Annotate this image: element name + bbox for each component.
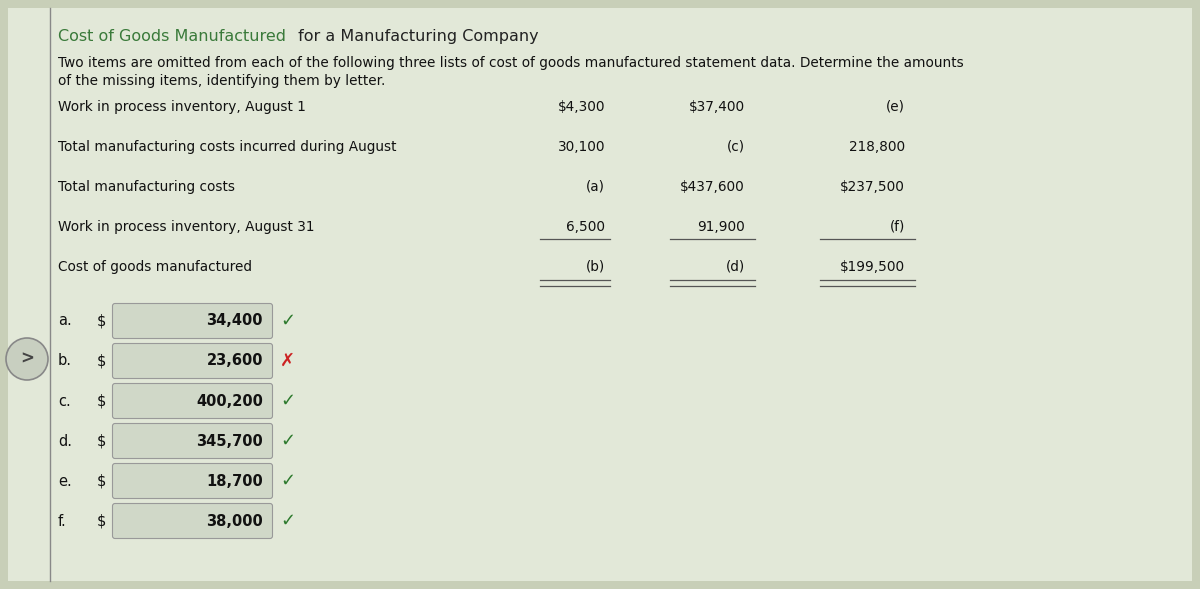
Text: (f): (f)	[889, 220, 905, 234]
Text: (c): (c)	[727, 140, 745, 154]
Text: $37,400: $37,400	[689, 100, 745, 114]
Text: $: $	[97, 474, 107, 488]
Text: 400,200: 400,200	[196, 393, 263, 409]
Text: 91,900: 91,900	[697, 220, 745, 234]
Text: >: >	[20, 350, 34, 368]
FancyBboxPatch shape	[113, 383, 272, 419]
FancyBboxPatch shape	[8, 8, 1192, 581]
Text: $437,600: $437,600	[680, 180, 745, 194]
Text: a.: a.	[58, 313, 72, 329]
Text: (d): (d)	[726, 260, 745, 274]
Text: (b): (b)	[586, 260, 605, 274]
Text: 345,700: 345,700	[197, 434, 263, 448]
FancyBboxPatch shape	[113, 504, 272, 538]
Text: b.: b.	[58, 353, 72, 369]
Text: Cost of Goods Manufactured: Cost of Goods Manufactured	[58, 29, 286, 44]
Text: $: $	[97, 393, 107, 409]
Text: $4,300: $4,300	[558, 100, 605, 114]
Text: $237,500: $237,500	[840, 180, 905, 194]
Text: for a Manufacturing Company: for a Manufacturing Company	[293, 29, 539, 44]
Text: of the missing items, identifying them by letter.: of the missing items, identifying them b…	[58, 74, 385, 88]
Text: Work in process inventory, August 31: Work in process inventory, August 31	[58, 220, 314, 234]
FancyBboxPatch shape	[113, 423, 272, 458]
Text: 30,100: 30,100	[558, 140, 605, 154]
Text: c.: c.	[58, 393, 71, 409]
Text: Cost of goods manufactured: Cost of goods manufactured	[58, 260, 252, 274]
Text: 38,000: 38,000	[206, 514, 263, 528]
Text: 218,800: 218,800	[848, 140, 905, 154]
Text: 34,400: 34,400	[206, 313, 263, 329]
Text: Work in process inventory, August 1: Work in process inventory, August 1	[58, 100, 306, 114]
Text: Total manufacturing costs incurred during August: Total manufacturing costs incurred durin…	[58, 140, 396, 154]
Text: d.: d.	[58, 434, 72, 448]
Text: $: $	[97, 514, 107, 528]
Text: $: $	[97, 353, 107, 369]
FancyBboxPatch shape	[113, 303, 272, 339]
Text: Two items are omitted from each of the following three lists of cost of goods ma: Two items are omitted from each of the f…	[58, 56, 964, 70]
Text: (e): (e)	[886, 100, 905, 114]
Text: f.: f.	[58, 514, 67, 528]
Text: ✓: ✓	[280, 392, 295, 410]
Text: $199,500: $199,500	[840, 260, 905, 274]
Text: ✓: ✓	[280, 512, 295, 530]
FancyBboxPatch shape	[113, 464, 272, 498]
Text: $: $	[97, 313, 107, 329]
Text: ✓: ✓	[280, 472, 295, 490]
Text: ✓: ✓	[280, 312, 295, 330]
FancyBboxPatch shape	[113, 343, 272, 379]
Text: Total manufacturing costs: Total manufacturing costs	[58, 180, 235, 194]
Text: (a): (a)	[586, 180, 605, 194]
Text: 6,500: 6,500	[566, 220, 605, 234]
Text: ✓: ✓	[280, 432, 295, 450]
Text: ✗: ✗	[280, 352, 295, 370]
Text: 23,600: 23,600	[206, 353, 263, 369]
Text: $: $	[97, 434, 107, 448]
Text: e.: e.	[58, 474, 72, 488]
Circle shape	[6, 338, 48, 380]
Text: 18,700: 18,700	[206, 474, 263, 488]
